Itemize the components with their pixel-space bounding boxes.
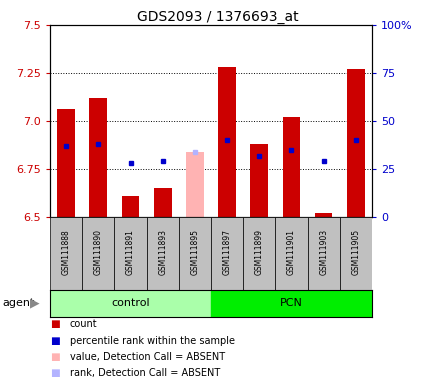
Bar	[250, 144, 267, 217]
Text: value, Detection Call = ABSENT: value, Detection Call = ABSENT	[69, 352, 224, 362]
Text: GSM111897: GSM111897	[222, 229, 231, 275]
Bar	[154, 188, 171, 217]
Text: ▶: ▶	[30, 297, 39, 310]
Text: control: control	[111, 298, 149, 308]
FancyBboxPatch shape	[146, 217, 178, 290]
Text: GSM111888: GSM111888	[62, 229, 70, 275]
Text: GSM111903: GSM111903	[319, 229, 327, 275]
Bar	[89, 98, 107, 217]
Text: GSM111893: GSM111893	[158, 229, 167, 275]
FancyBboxPatch shape	[178, 217, 210, 290]
FancyBboxPatch shape	[307, 217, 339, 290]
Bar	[57, 109, 75, 217]
Text: GSM111895: GSM111895	[190, 229, 199, 275]
Text: ■: ■	[50, 319, 59, 329]
Text: GSM111890: GSM111890	[94, 229, 102, 275]
Bar	[218, 67, 235, 217]
Text: ■: ■	[50, 336, 59, 346]
Text: agent: agent	[2, 298, 34, 308]
FancyBboxPatch shape	[50, 217, 82, 290]
Text: GSM111899: GSM111899	[254, 229, 263, 275]
FancyBboxPatch shape	[82, 217, 114, 290]
Text: GSM111891: GSM111891	[126, 229, 135, 275]
Bar	[314, 213, 332, 217]
Text: ■: ■	[50, 368, 59, 378]
FancyBboxPatch shape	[243, 217, 275, 290]
Bar	[282, 117, 299, 217]
Text: rank, Detection Call = ABSENT: rank, Detection Call = ABSENT	[69, 368, 219, 378]
Text: ■: ■	[50, 352, 59, 362]
FancyBboxPatch shape	[275, 217, 307, 290]
Text: PCN: PCN	[279, 298, 302, 308]
FancyBboxPatch shape	[114, 217, 146, 290]
Text: GSM111905: GSM111905	[351, 229, 359, 275]
FancyBboxPatch shape	[210, 217, 243, 290]
Text: GSM111901: GSM111901	[286, 229, 295, 275]
Text: percentile rank within the sample: percentile rank within the sample	[69, 336, 234, 346]
Bar	[186, 152, 203, 217]
FancyBboxPatch shape	[339, 217, 371, 290]
Bar	[346, 69, 364, 217]
Bar	[122, 196, 139, 217]
Text: GDS2093 / 1376693_at: GDS2093 / 1376693_at	[136, 10, 298, 23]
Text: count: count	[69, 319, 97, 329]
